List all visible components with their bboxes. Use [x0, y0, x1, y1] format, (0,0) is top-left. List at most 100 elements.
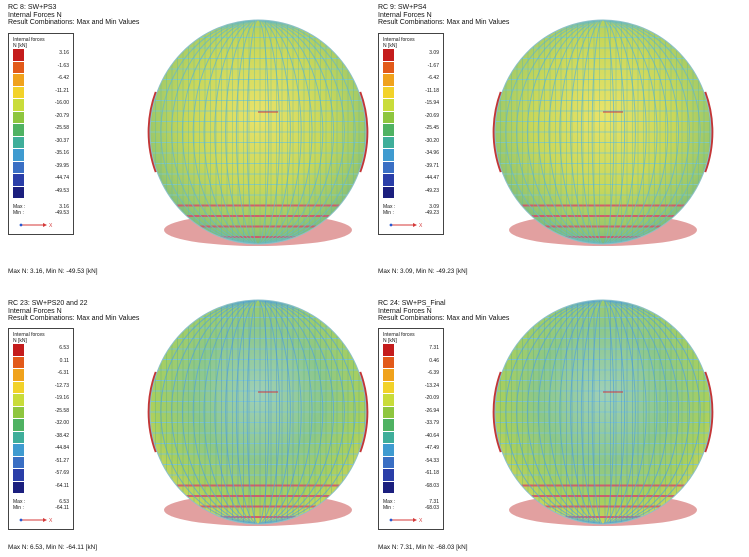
dome-model-view: [492, 299, 714, 526]
legend-swatch: [383, 481, 394, 494]
panel-title: RC 24: SW+PS_Final: [378, 300, 446, 307]
legend-swatch: [383, 74, 394, 86]
legend-color-bar: [383, 344, 394, 494]
result-panel-rc8: RC 8: SW+PS3 Internal Forces N Result Co…: [0, 0, 370, 278]
legend-title-text: Internal forces: [383, 37, 415, 43]
legend-tick-label: 0.46: [429, 357, 439, 364]
legend-swatch: [383, 99, 394, 111]
legend-unit: N [kN]: [13, 338, 27, 344]
dome-outline: [494, 19, 712, 245]
legend-swatch: [383, 369, 394, 381]
legend-tick-label: -20.09: [424, 395, 439, 401]
svg-text:X: X: [419, 223, 423, 229]
min-label: Min :: [383, 505, 394, 511]
legend-swatch: [383, 49, 394, 61]
legend-tick-label: 7.31: [429, 345, 439, 351]
legend-swatch: [13, 381, 24, 394]
legend-tick-label: 3.09: [429, 50, 439, 56]
color-legend: Internal forces N [kN] Max : 3.16 Min : -4…: [8, 33, 74, 235]
legend-title: Internal forces N [kN]: [383, 37, 415, 49]
legend-tick-label: -20.69: [424, 112, 439, 119]
mesh-grid: [495, 300, 711, 524]
legend-tick-label: -12.73: [54, 382, 69, 389]
legend-tick-label: -54.33: [424, 457, 439, 464]
legend-tick-label: -26.94: [424, 407, 439, 414]
panel-header: RC 24: SW+PS_Final Internal Forces N Res…: [378, 300, 509, 323]
color-legend: Internal forces N [kN] Max : 6.53 Min : -6…: [8, 328, 74, 530]
legend-swatch: [13, 74, 24, 86]
legend-swatch: [383, 419, 394, 431]
legend-color-bar: [13, 49, 24, 199]
edge-highlight-left: [147, 91, 158, 173]
legend-title: Internal forces N [kN]: [13, 37, 45, 49]
legend-swatch: [13, 111, 24, 124]
max-label: Max :: [13, 499, 26, 505]
legend-tick-label: -51.27: [54, 457, 69, 464]
max-label: Max :: [383, 204, 396, 210]
legend-swatch: [383, 406, 394, 419]
min-value: -49.53: [54, 210, 69, 216]
legend-tick-label: -1.67: [427, 62, 439, 69]
legend-tick-label: -30.37: [54, 137, 69, 144]
legend-swatch: [383, 186, 394, 199]
legend-swatch: [13, 99, 24, 111]
result-panel-rc24: RC 24: SW+PS_Final Internal Forces N Res…: [370, 278, 740, 556]
legend-tick-label: -16.00: [54, 100, 69, 106]
legend-tick-label: -25.58: [54, 407, 69, 414]
legend-swatch: [383, 344, 394, 356]
panel-subtitle: Internal Forces N: [378, 307, 432, 315]
legend-tick-label: -49.23: [424, 187, 439, 194]
legend-max: Max : 6.53: [13, 499, 69, 505]
edge-highlight-right: [358, 91, 369, 173]
edge-highlight-right: [703, 91, 714, 173]
panel-footer-summary: Max N: 7.31, Min N: -68.03 [kN]: [378, 544, 468, 551]
panel-footer-summary: Max N: 3.09, Min N: -49.23 [kN]: [378, 268, 468, 275]
legend-tick-label: -1.63: [57, 62, 69, 69]
min-label: Min :: [13, 505, 24, 511]
svg-text:X: X: [49, 518, 53, 524]
panel-header: RC 23: SW+PS20 and 22 Internal Forces N …: [8, 300, 139, 323]
legend-swatch: [383, 431, 394, 444]
legend-tick-label: -38.42: [54, 432, 69, 439]
legend-max: Max : 3.09: [383, 204, 439, 210]
legend-tick-label: -19.16: [54, 395, 69, 401]
legend-max: Max : 7.31: [383, 499, 439, 505]
min-label: Min :: [383, 210, 394, 216]
axis-triad-icon: X: [19, 518, 53, 524]
legend-swatch: [13, 124, 24, 136]
legend-tick-label: -20.79: [54, 112, 69, 119]
edge-highlight-left: [492, 91, 503, 173]
legend-tick-label: 6.53: [59, 345, 69, 351]
panel-subtitle: Internal Forces N: [8, 11, 62, 19]
axis-triad-icon: X: [389, 518, 423, 524]
legend-swatch: [13, 161, 24, 174]
legend-tick-label: -15.94: [424, 100, 439, 106]
legend-tick-label: -57.69: [54, 470, 69, 476]
legend-swatch: [13, 61, 24, 74]
edge-highlight-left: [492, 371, 503, 453]
dome-outline: [149, 299, 367, 525]
svg-text:X: X: [49, 223, 53, 229]
legend-swatch: [383, 136, 394, 149]
legend-swatch: [13, 406, 24, 419]
legend-tick-label: -25.45: [424, 125, 439, 131]
dome-model-view: [147, 299, 369, 526]
panel-title: RC 8: SW+PS3: [8, 4, 57, 11]
legend-swatch: [383, 174, 394, 186]
panel-combo: Result Combinations: Max and Min Values: [378, 315, 510, 322]
legend-swatch: [13, 456, 24, 469]
legend-tick-label: -34.96: [424, 150, 439, 156]
legend-tick-label: -11.21: [55, 87, 69, 94]
legend-swatch: [13, 356, 24, 369]
legend-tick-label: -11.18: [425, 87, 439, 94]
legend-swatch: [383, 149, 394, 161]
panel-subtitle: Internal Forces N: [8, 307, 62, 315]
legend-swatch: [383, 61, 394, 74]
dome-model-view: [492, 19, 714, 246]
panel-combo: Result Combinations: Max and Min Values: [8, 19, 140, 26]
legend-swatch: [383, 111, 394, 124]
legend-tick-label: 3.16: [59, 50, 69, 56]
legend-swatch: [13, 444, 24, 456]
panel-title: RC 9: SW+PS4: [378, 4, 427, 11]
legend-unit: N [kN]: [383, 43, 397, 49]
